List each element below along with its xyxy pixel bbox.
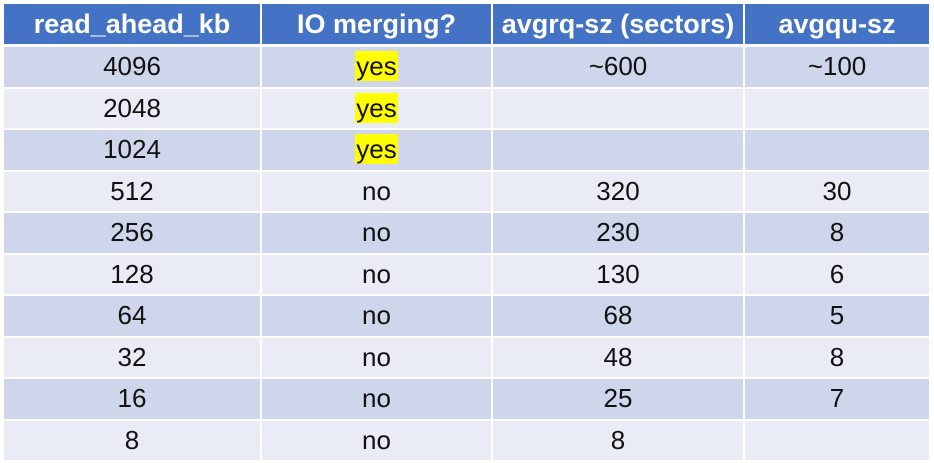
cell-read-ahead-kb: 16 xyxy=(4,379,262,421)
table-row: 8 no 8 xyxy=(4,420,929,462)
cell-avgrq-sz: ~600 xyxy=(493,47,745,89)
cell-io-merging: no xyxy=(262,420,493,462)
cell-avgqu-sz: 7 xyxy=(745,379,929,421)
cell-avgqu-sz xyxy=(745,420,929,462)
cell-read-ahead-kb: 512 xyxy=(4,171,262,213)
table-row: 4096 yes ~600 ~100 xyxy=(4,47,929,89)
cell-read-ahead-kb: 2048 xyxy=(4,88,262,130)
cell-avgqu-sz: 30 xyxy=(745,171,929,213)
table-body: 4096 yes ~600 ~100 2048 yes 1024 yes 512… xyxy=(4,47,929,462)
cell-io-merging: no xyxy=(262,296,493,338)
cell-avgrq-sz: 25 xyxy=(493,379,745,421)
cell-io-merging: yes xyxy=(262,47,493,89)
cell-read-ahead-kb: 8 xyxy=(4,420,262,462)
cell-io-merging: yes xyxy=(262,88,493,130)
header-row: read_ahead_kb IO merging? avgrq-sz (sect… xyxy=(4,4,929,47)
cell-avgrq-sz: 68 xyxy=(493,296,745,338)
cell-avgrq-sz: 48 xyxy=(493,337,745,379)
table-row: 64 no 68 5 xyxy=(4,296,929,338)
table-row: 512 no 320 30 xyxy=(4,171,929,213)
cell-read-ahead-kb: 32 xyxy=(4,337,262,379)
cell-avgqu-sz: 5 xyxy=(745,296,929,338)
cell-io-merging: no xyxy=(262,254,493,296)
cell-read-ahead-kb: 256 xyxy=(4,213,262,255)
read-ahead-table: read_ahead_kb IO merging? avgrq-sz (sect… xyxy=(4,4,929,462)
cell-avgqu-sz: ~100 xyxy=(745,47,929,89)
cell-read-ahead-kb: 64 xyxy=(4,296,262,338)
header-avgrq-sz: avgrq-sz (sectors) xyxy=(493,4,745,47)
table-row: 256 no 230 8 xyxy=(4,213,929,255)
cell-avgrq-sz: 320 xyxy=(493,171,745,213)
cell-avgqu-sz xyxy=(745,88,929,130)
cell-avgqu-sz: 8 xyxy=(745,213,929,255)
cell-io-merging: no xyxy=(262,171,493,213)
table-row: 128 no 130 6 xyxy=(4,254,929,296)
table-row: 16 no 25 7 xyxy=(4,379,929,421)
highlighted-text: yes xyxy=(355,51,398,82)
cell-avgqu-sz: 6 xyxy=(745,254,929,296)
cell-avgqu-sz xyxy=(745,130,929,172)
highlighted-text: yes xyxy=(355,92,398,123)
cell-io-merging: no xyxy=(262,337,493,379)
cell-io-merging: no xyxy=(262,379,493,421)
table-header: read_ahead_kb IO merging? avgrq-sz (sect… xyxy=(4,4,929,47)
cell-read-ahead-kb: 4096 xyxy=(4,47,262,89)
table-row: 32 no 48 8 xyxy=(4,337,929,379)
cell-avgrq-sz: 230 xyxy=(493,213,745,255)
cell-avgrq-sz xyxy=(493,130,745,172)
cell-read-ahead-kb: 1024 xyxy=(4,130,262,172)
table-row: 1024 yes xyxy=(4,130,929,172)
cell-io-merging: yes xyxy=(262,130,493,172)
cell-io-merging: no xyxy=(262,213,493,255)
cell-read-ahead-kb: 128 xyxy=(4,254,262,296)
header-io-merging: IO merging? xyxy=(262,4,493,47)
highlighted-text: yes xyxy=(355,134,398,165)
cell-avgrq-sz: 8 xyxy=(493,420,745,462)
cell-avgrq-sz: 130 xyxy=(493,254,745,296)
header-avgqu-sz: avgqu-sz xyxy=(745,4,929,47)
table-row: 2048 yes xyxy=(4,88,929,130)
header-read-ahead-kb: read_ahead_kb xyxy=(4,4,262,47)
cell-avgrq-sz xyxy=(493,88,745,130)
cell-avgqu-sz: 8 xyxy=(745,337,929,379)
